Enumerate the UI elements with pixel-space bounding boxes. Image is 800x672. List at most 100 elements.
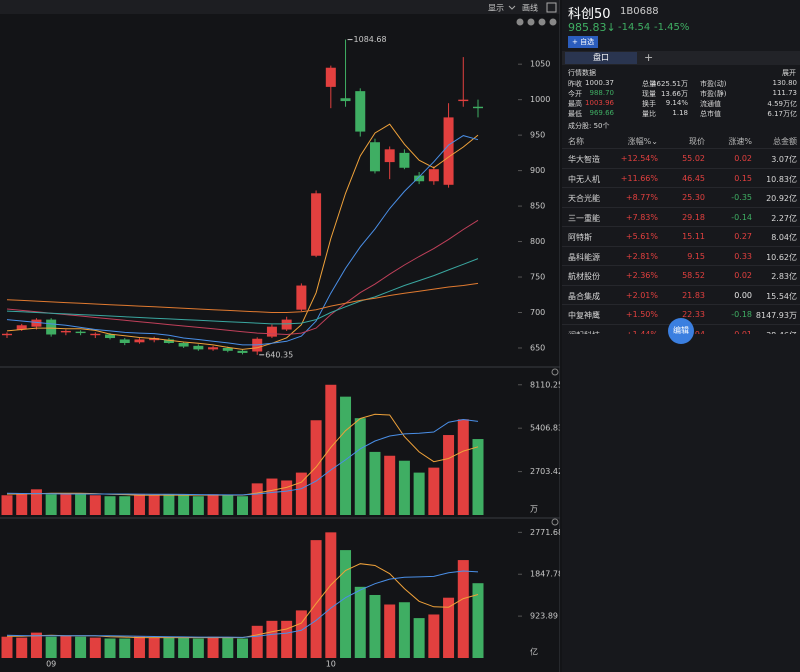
display-menu[interactable]: 显示: [488, 4, 504, 13]
table-row[interactable]: 三一重能 +7.83% 29.18 -0.14 2.27亿: [562, 206, 800, 227]
bar: [60, 493, 72, 515]
y-tick-label: 950: [530, 131, 545, 140]
cell: 阿特斯: [568, 233, 592, 242]
candle-body: [208, 347, 219, 350]
bar: [207, 636, 219, 658]
candle-body: [399, 152, 410, 168]
settings-icon[interactable]: [551, 368, 559, 376]
bar: [45, 494, 57, 515]
bar: [192, 496, 204, 515]
watch-button[interactable]: + 自选: [568, 36, 599, 48]
zoom-icon[interactable]: [538, 18, 546, 26]
stat-value: 6.17万亿: [767, 110, 797, 118]
cell: 澜起科技: [568, 330, 600, 335]
stat-value: 130.80: [772, 79, 798, 87]
change-pct: -1.45%: [654, 22, 690, 33]
cell: 晶合集成: [568, 291, 600, 301]
bar: [457, 560, 469, 658]
side-panel: 科创50 1B0688 985.83↓ -14.54 -1.45% + 自选 盘…: [562, 0, 800, 672]
candle-body: [473, 106, 483, 109]
bar: [104, 638, 116, 658]
stat-value: 1.18: [672, 109, 688, 117]
stat-value: 969.66: [589, 109, 615, 117]
cell: 58.52: [682, 271, 705, 280]
table-row[interactable]: 华大智造 +12.54% 55.02 0.02 3.07亿: [562, 148, 800, 168]
cell: 0.02: [734, 154, 752, 163]
bar: [384, 455, 396, 515]
settings-icon[interactable]: [551, 518, 559, 526]
table-row[interactable]: 中复神鹰 +1.50% 22.33 -0.18 8147.93万: [562, 304, 800, 324]
column-header: 涨幅%⌄: [627, 137, 658, 146]
cell: 0.02: [734, 271, 752, 280]
table-row[interactable]: 航材股份 +2.36% 58.52 0.02 2.83亿: [562, 265, 800, 285]
bar: [384, 604, 396, 658]
candle-body: [311, 193, 322, 256]
column-header: 现价: [689, 137, 705, 146]
cell: -0.18: [731, 310, 752, 319]
candle-body: [163, 339, 174, 344]
bar: [281, 620, 293, 658]
bar: [266, 478, 278, 515]
bar: [428, 614, 440, 658]
zoom-icon[interactable]: [527, 18, 535, 26]
bar: [310, 540, 322, 658]
ma-line: [6, 123, 479, 350]
cell: 0.33: [734, 251, 752, 261]
y-tick-label: 650: [530, 343, 545, 352]
candle-body: [2, 333, 12, 336]
cell: 航材股份: [568, 272, 600, 281]
bar: [237, 496, 248, 515]
bar: [325, 384, 337, 515]
table-row[interactable]: 晶合集成 +2.01% 21.83 0.00 15.54亿: [562, 284, 800, 305]
bar: [266, 620, 278, 658]
cell: 2.83亿: [771, 272, 797, 281]
bar: [443, 435, 455, 515]
candle-body: [428, 169, 439, 182]
cell: 0.15: [734, 173, 752, 183]
stat-label: 换手: [642, 100, 656, 108]
ma-line: [6, 282, 479, 313]
layout-icon[interactable]: [546, 2, 557, 13]
bar: [222, 637, 234, 658]
cell: +8.77%: [625, 193, 658, 202]
tab-add[interactable]: +: [644, 51, 654, 64]
y-tick-label: 8110.25: [530, 380, 560, 389]
stat-label: 最高: [568, 100, 582, 108]
bar: [398, 602, 410, 658]
cell: 25.30: [682, 193, 705, 202]
candle-body: [222, 347, 233, 351]
cell: 9.15: [687, 251, 705, 261]
bar: [340, 396, 352, 515]
draw-tool[interactable]: 画线: [522, 3, 538, 13]
cell: -0.14: [731, 212, 752, 222]
zoom-icon[interactable]: [549, 18, 557, 26]
bar: [133, 494, 145, 515]
y-tick-label: 5406.83: [530, 424, 560, 433]
table-row[interactable]: 中无人机 +11.66% 46.45 0.15 10.83亿: [562, 167, 800, 188]
zoom-icon[interactable]: [516, 18, 524, 26]
table-row[interactable]: 天合光能 +8.77% 25.30 -0.35 20.92亿: [562, 187, 800, 207]
stat-label: 市盈(动): [700, 80, 727, 88]
cell: +7.83%: [625, 212, 658, 222]
y-tick-label: 923.89: [530, 612, 558, 621]
candle-body: [60, 330, 71, 333]
bar: [222, 495, 234, 515]
tab[interactable]: 盘口: [565, 52, 637, 64]
stat-label: 昨收: [568, 80, 582, 88]
unit-label: 万: [530, 505, 538, 514]
edit-button[interactable]: 编辑: [668, 318, 694, 344]
bar: [207, 494, 219, 515]
bar: [428, 467, 440, 515]
expand-link[interactable]: 展开: [782, 69, 796, 77]
stat-value: 13.66万: [660, 90, 688, 98]
bar: [295, 610, 307, 658]
cell: 22.33: [682, 310, 705, 319]
candle-body: [414, 175, 425, 182]
table-row[interactable]: 阿特斯 +5.61% 15.11 0.27 8.04亿: [562, 226, 800, 246]
bar: [237, 638, 248, 658]
bar: [89, 495, 101, 515]
table-row[interactable]: 晶科能源 +2.81% 9.15 0.33 10.62亿: [562, 245, 800, 266]
cell: 中复神鹰: [568, 311, 600, 320]
ma-line: [6, 135, 479, 346]
bar: [30, 632, 42, 658]
